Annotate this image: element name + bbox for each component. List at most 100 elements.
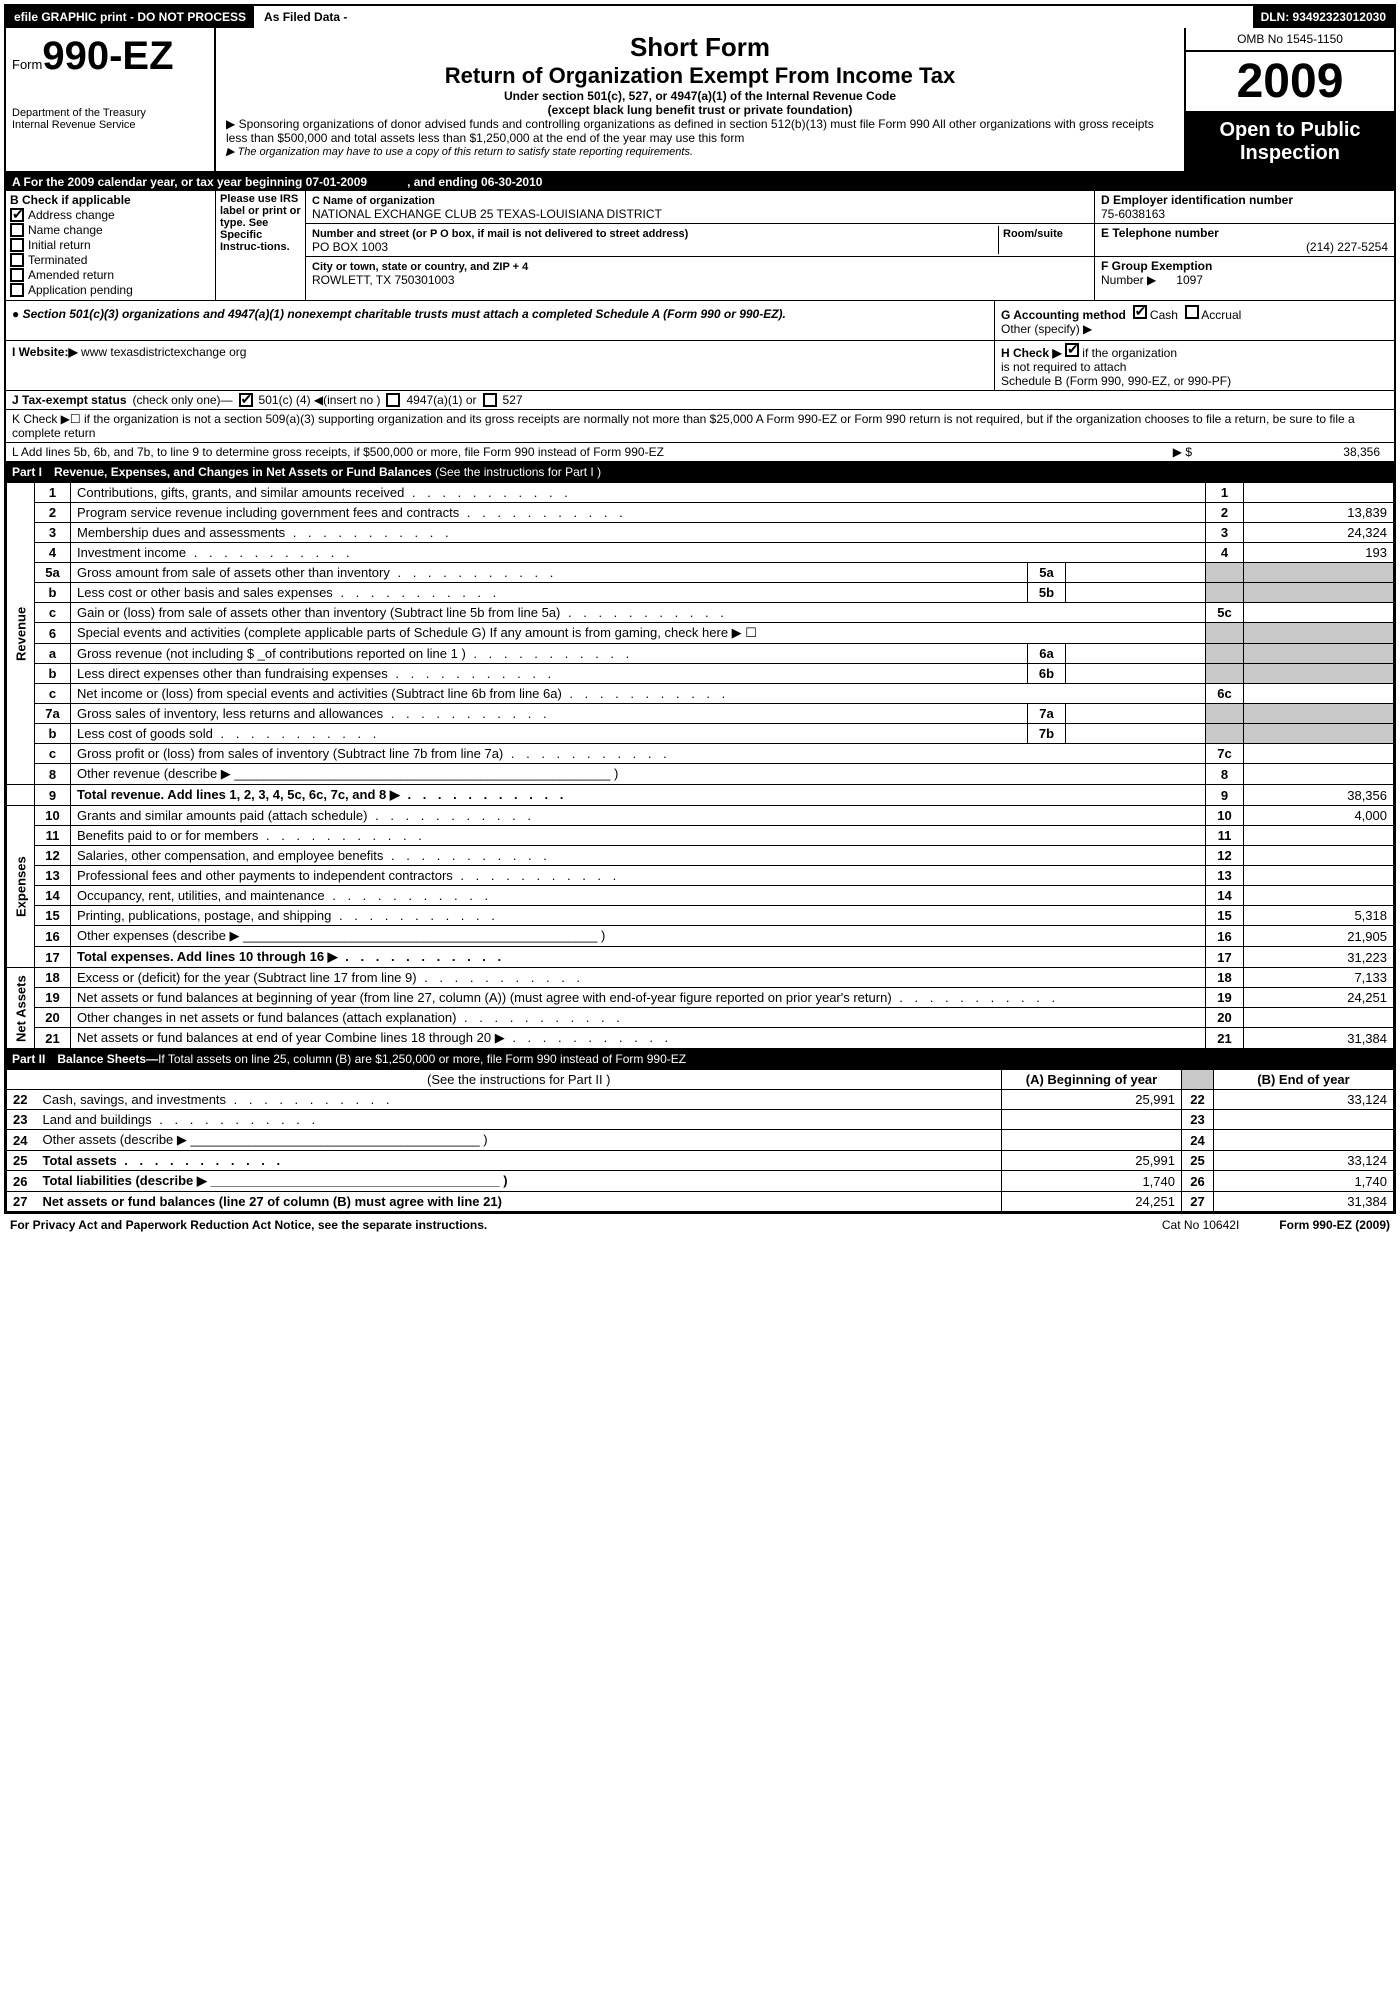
dept-irs: Internal Revenue Service (12, 119, 208, 131)
bs22-a: 25,991 (1002, 1090, 1182, 1110)
row9-ridx: 9 (1206, 785, 1244, 806)
section-501c3-g: ● Section 501(c)(3) organizations and 49… (6, 301, 1394, 341)
row7a-rvsh (1244, 704, 1394, 724)
row17-num: 17 (35, 947, 71, 968)
row12-ridx: 12 (1206, 846, 1244, 866)
chk-address-change[interactable] (10, 208, 24, 222)
bs27-a: 24,251 (1002, 1192, 1182, 1212)
row16-desc: Other expenses (describe ▶ _____________… (71, 926, 1206, 947)
under-section: Under section 501(c), 527, or 4947(a)(1)… (226, 89, 1174, 103)
side-revenue: Revenue (7, 483, 35, 785)
row6a-num: a (35, 644, 71, 664)
header-left: Form990-EZ Department of the Treasury In… (6, 28, 216, 171)
row13-num: 13 (35, 866, 71, 886)
lbl-amended: Amended return (28, 268, 114, 282)
row6a-rvsh (1244, 644, 1394, 664)
chk-terminated[interactable] (10, 253, 24, 267)
chk-accrual[interactable] (1185, 305, 1199, 319)
row6c-desc: Net income or (loss) from special events… (71, 684, 1206, 704)
row6a-mv (1066, 644, 1206, 664)
j-sub: (check only one)— (133, 393, 233, 407)
chk-501c[interactable] (239, 393, 253, 407)
row2-desc: Program service revenue including govern… (71, 503, 1206, 523)
col-def: D Employer identification number 75-6038… (1094, 191, 1394, 300)
row7a-rsh (1206, 704, 1244, 724)
tax-year: 2009 (1186, 52, 1394, 113)
lbl-app-pending: Application pending (28, 283, 133, 297)
row17-desc: Total expenses. Add lines 10 through 16 (77, 949, 324, 964)
row12-num: 12 (35, 846, 71, 866)
bs22-i: 22 (1182, 1090, 1214, 1110)
part-ii-table: (See the instructions for Part II ) (A) … (6, 1069, 1394, 1212)
row5b-num: b (35, 583, 71, 603)
side-expenses: Expenses (7, 806, 35, 968)
row18-num: 18 (35, 968, 71, 988)
h-lbl: H Check ▶ (1001, 346, 1062, 360)
row7c-num: c (35, 744, 71, 764)
bs25-d: Total assets (37, 1151, 1002, 1171)
chk-amended[interactable] (10, 268, 24, 282)
website: www texasdistrictexchange org (81, 345, 246, 359)
row17-rval: 31,223 (1244, 947, 1394, 968)
row7a-mv (1066, 704, 1206, 724)
row20-rval (1244, 1008, 1394, 1028)
row6b-mi: 6b (1028, 664, 1066, 684)
form-990ez: efile GRAPHIC print - DO NOT PROCESS As … (4, 4, 1396, 1214)
lbl-name-change: Name change (28, 223, 103, 237)
row6b-desc: Less direct expenses other than fundrais… (71, 664, 1028, 684)
row16-ridx: 16 (1206, 926, 1244, 947)
f-lbl2: Number ▶ (1101, 273, 1156, 287)
row9-num: 9 (35, 785, 71, 806)
chk-name-change[interactable] (10, 223, 24, 237)
bs25-i: 25 (1182, 1151, 1214, 1171)
chk-cash[interactable] (1133, 305, 1147, 319)
row7a-num: 7a (35, 704, 71, 724)
row14-ridx: 14 (1206, 886, 1244, 906)
bs23-b (1214, 1110, 1394, 1130)
row5c-rval (1244, 603, 1394, 623)
row6-rvsh (1244, 623, 1394, 644)
j-c2: 4947(a)(1) or (406, 393, 476, 407)
chk-527[interactable] (483, 393, 497, 407)
top-bar: efile GRAPHIC print - DO NOT PROCESS As … (6, 6, 1394, 28)
row8-rval (1244, 764, 1394, 785)
form-prefix: Form (12, 57, 42, 72)
row19-ridx: 19 (1206, 988, 1244, 1008)
row9-rval: 38,356 (1244, 785, 1394, 806)
chk-4947[interactable] (386, 393, 400, 407)
j-c1: 501(c) (4) ◀(insert no ) (259, 393, 381, 407)
row6-rsh (1206, 623, 1244, 644)
as-filed-label: As Filed Data - (256, 6, 1253, 28)
bs24-d: Other assets (describe ▶ _______________… (37, 1130, 1002, 1151)
row19-desc: Net assets or fund balances at beginning… (71, 988, 1206, 1008)
chk-app-pending[interactable] (10, 283, 24, 297)
line-l: L Add lines 5b, 6b, and 7b, to line 9 to… (6, 443, 1394, 462)
g-lbl: G Accounting method (1001, 308, 1126, 322)
row5c-num: c (35, 603, 71, 623)
row11-num: 11 (35, 826, 71, 846)
row11-desc: Benefits paid to or for members (71, 826, 1206, 846)
may-use-text: ▶ The organization may have to use a cop… (226, 145, 1174, 158)
row20-ridx: 20 (1206, 1008, 1244, 1028)
group-exemption: 1097 (1176, 273, 1203, 287)
form-number: 990-EZ (42, 34, 173, 78)
irs-label-instr: Please use IRS label or print or type. S… (216, 191, 306, 300)
dept-treasury: Department of the Treasury (12, 107, 208, 119)
row1-num: 1 (35, 483, 71, 503)
row9-desc: Total revenue. Add lines 1, 2, 3, 4, 5c,… (77, 787, 386, 802)
c-room-lbl: Room/suite (1003, 228, 1063, 240)
bs24-a (1002, 1130, 1182, 1151)
row6a-mi: 6a (1028, 644, 1066, 664)
org-name: NATIONAL EXCHANGE CLUB 25 TEXAS-LOUISIAN… (312, 207, 662, 221)
row15-rval: 5,318 (1244, 906, 1394, 926)
chk-initial-return[interactable] (10, 238, 24, 252)
row7b-num: b (35, 724, 71, 744)
row16-rval: 21,905 (1244, 926, 1394, 947)
l-text: L Add lines 5b, 6b, and 7b, to line 9 to… (12, 445, 664, 459)
row5b-mi: 5b (1028, 583, 1066, 603)
chk-h[interactable] (1065, 343, 1079, 357)
row10-desc: Grants and similar amounts paid (attach … (71, 806, 1206, 826)
row1-ridx: 1 (1206, 483, 1244, 503)
bs-idx-hdr (1182, 1070, 1214, 1090)
bs24-n: 24 (7, 1130, 37, 1151)
